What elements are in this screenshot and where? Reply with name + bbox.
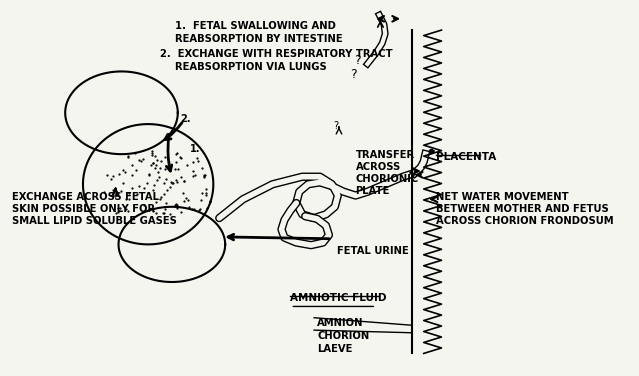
Text: SMALL LIPID SOLUBLE GASES: SMALL LIPID SOLUBLE GASES [12,216,177,226]
Text: PLATE: PLATE [355,186,390,197]
Text: BETWEEN MOTHER AND FETUS: BETWEEN MOTHER AND FETUS [436,204,608,214]
Text: AMNION: AMNION [317,318,364,328]
Text: CHORION: CHORION [317,331,369,341]
Text: ?: ? [333,121,338,130]
Text: ?: ? [350,68,357,81]
Text: REABSORPTION BY INTESTINE: REABSORPTION BY INTESTINE [175,34,343,44]
Text: ?: ? [355,54,361,67]
Text: 2.  EXCHANGE WITH RESPIRATORY TRACT: 2. EXCHANGE WITH RESPIRATORY TRACT [160,49,392,59]
Text: ACROSS: ACROSS [355,162,401,173]
Text: AMNIOTIC FLUID: AMNIOTIC FLUID [290,293,387,303]
Text: EXCHANGE ACROSS FETAL: EXCHANGE ACROSS FETAL [12,192,159,202]
Text: ACROSS CHORION FRONDOSUM: ACROSS CHORION FRONDOSUM [436,216,613,226]
Text: TRANSFER: TRANSFER [355,150,415,161]
Text: 2.: 2. [181,114,191,124]
Text: CHORIONIC: CHORIONIC [355,174,419,185]
Text: LAEVE: LAEVE [317,344,353,354]
Text: 1.  FETAL SWALLOWING AND: 1. FETAL SWALLOWING AND [175,21,335,31]
Text: SKIN POSSIBLE ONLY FOR: SKIN POSSIBLE ONLY FOR [12,204,155,214]
Text: NET WATER MOVEMENT: NET WATER MOVEMENT [436,192,568,202]
Text: REABSORPTION VIA LUNGS: REABSORPTION VIA LUNGS [175,62,327,72]
Text: FETAL URINE: FETAL URINE [337,246,408,256]
Text: PLACENTA: PLACENTA [436,152,496,162]
Text: 1.: 1. [190,144,200,154]
